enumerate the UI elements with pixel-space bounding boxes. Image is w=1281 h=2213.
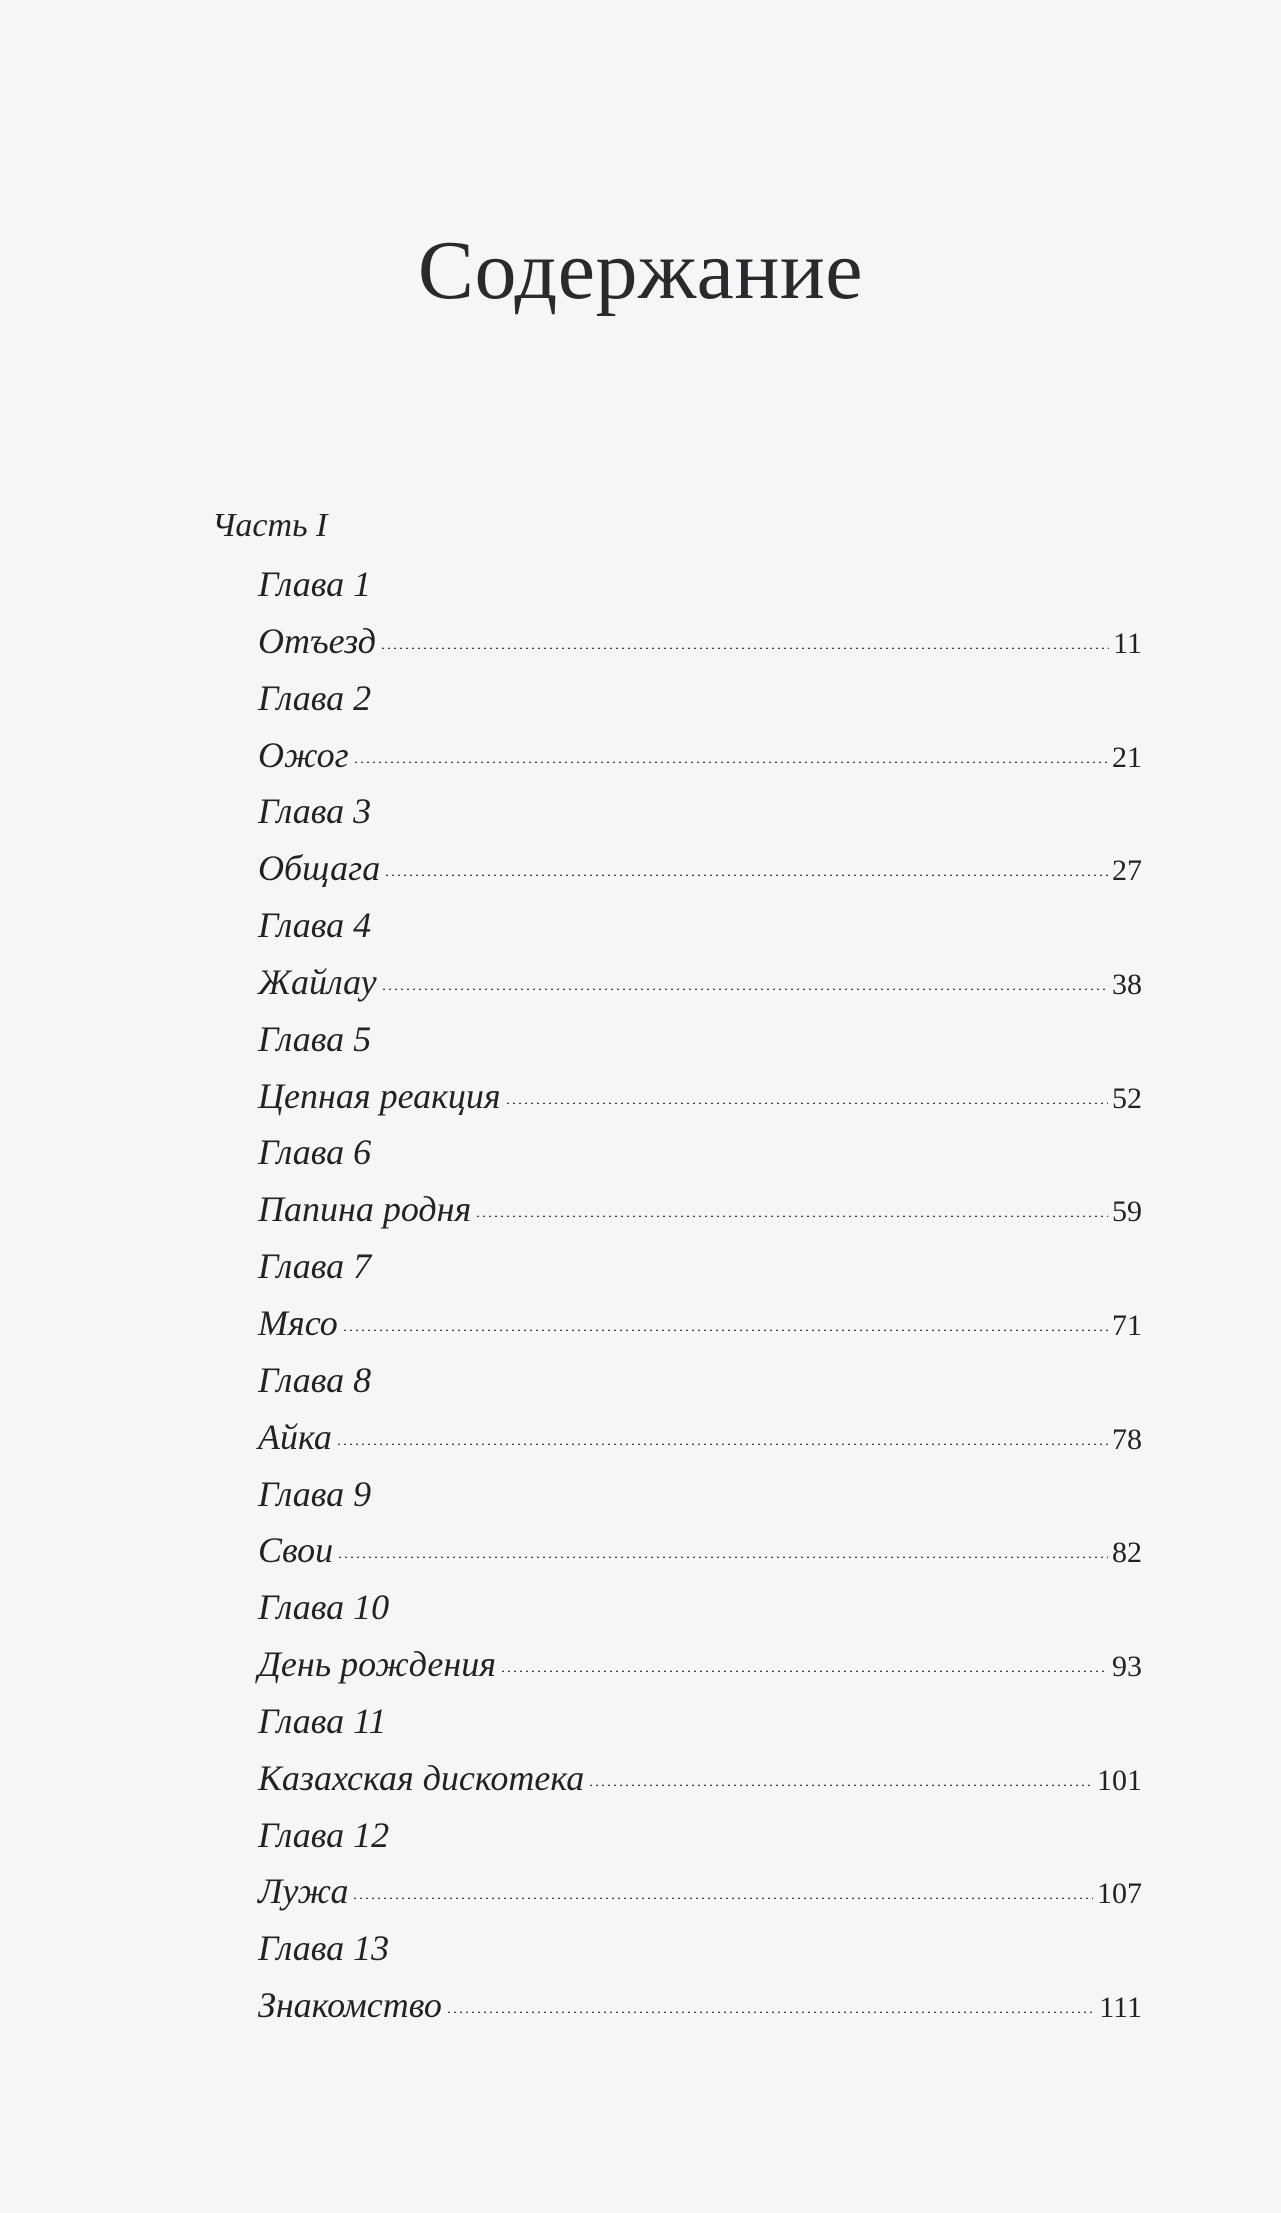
chapter-label: Глава 9 [258,1473,372,1514]
page-number: 38 [1112,967,1142,1001]
dot-leader [504,1101,1108,1104]
toc-entry: Глава 10 День рождения 93 [258,1579,1142,1693]
chapter-label: Глава 8 [258,1359,372,1400]
toc-entry: Глава 13 Знакомство 111 [258,1920,1142,2034]
chapter-row: Папина родня 59 [258,1181,1142,1238]
dot-leader [384,874,1108,877]
toc-entry: Глава 11 Казахская дискотека 101 [258,1693,1142,1807]
page-number: 59 [1112,1195,1142,1229]
page-number: 78 [1112,1422,1142,1456]
dot-leader [379,646,1110,649]
chapter-label: Глава 13 [258,1928,390,1969]
toc-entry: Глава 5 Цепная реакция 52 [258,1011,1142,1125]
chapter-label: Глава 4 [258,905,372,946]
chapter-title: Казахская дискотека [258,1757,585,1798]
chapter-title: Лужа [258,1871,349,1912]
table-of-contents: Часть I Глава 1 Отъезд 11 Глава 2 Ожог 2… [212,496,1142,2034]
page-number: 11 [1113,626,1142,660]
chapter-label: Глава 3 [258,791,372,832]
toc-entry: Глава 4 Жайлау 38 [258,897,1142,1011]
page-number: 93 [1112,1650,1142,1684]
chapter-label: Глава 7 [258,1246,372,1287]
dot-leader [335,1442,1108,1445]
chapter-label: Глава 10 [258,1587,390,1628]
chapter-list: Глава 1 Отъезд 11 Глава 2 Ожог 21 Глава … [212,556,1142,2034]
chapter-row: Казахская дискотека 101 [258,1750,1142,1807]
chapter-row: Айка 78 [258,1409,1142,1466]
chapter-title: Мясо [258,1302,338,1343]
chapter-row: Отъезд 11 [258,613,1142,670]
page-number: 71 [1112,1308,1142,1342]
chapter-label: Глава 11 [258,1700,387,1741]
page-number: 101 [1097,1763,1142,1797]
toc-entry: Глава 1 Отъезд 11 [258,556,1142,670]
toc-entry: Глава 2 Ожог 21 [258,670,1142,784]
chapter-title: Папина родня [258,1189,472,1230]
chapter-title: День рождения [258,1644,496,1685]
chapter-row: Цепная реакция 52 [258,1068,1142,1125]
chapter-label: Глава 1 [258,564,372,604]
toc-entry: Глава 7 Мясо 71 [258,1238,1142,1352]
chapter-title: Жайлау [258,961,377,1002]
toc-entry: Глава 12 Лужа 107 [258,1807,1142,1921]
page-number: 21 [1112,740,1142,774]
chapter-row: Знакомство 111 [258,1977,1142,2034]
chapter-title: Общага [258,848,381,889]
chapter-row: Мясо 71 [258,1295,1142,1352]
page-number: 107 [1097,1877,1142,1911]
toc-entry: Глава 8 Айка 78 [258,1352,1142,1466]
dot-leader [341,1328,1108,1331]
toc-entry: Глава 6 Папина родня 59 [258,1124,1142,1238]
chapter-row: Свои 82 [258,1522,1142,1579]
dot-leader [352,760,1108,763]
page-number: 82 [1112,1536,1142,1570]
toc-entry: Глава 9 Свои 82 [258,1466,1142,1580]
dot-leader [445,2011,1096,2014]
page-number: 52 [1112,1081,1142,1115]
chapter-title: Свои [258,1530,334,1571]
chapter-label: Глава 2 [258,677,372,718]
chapter-title: Цепная реакция [258,1075,501,1116]
chapter-label: Глава 5 [258,1018,372,1059]
chapter-row: Лужа 107 [258,1863,1142,1920]
dot-leader [588,1783,1093,1786]
chapter-title: Отъезд [258,620,376,661]
chapter-title: Айка [258,1416,332,1457]
dot-leader [337,1556,1108,1559]
chapter-row: Жайлау 38 [258,954,1142,1011]
chapter-title: Ожог [258,734,349,775]
chapter-row: День рождения 93 [258,1636,1142,1693]
chapter-label: Глава 6 [258,1132,372,1173]
dot-leader [475,1215,1108,1218]
chapter-row: Ожог 21 [258,727,1142,784]
chapter-row: Общага 27 [258,840,1142,897]
chapter-label: Глава 12 [258,1814,390,1855]
page-number: 111 [1099,1991,1142,2025]
chapter-title: Знакомство [258,1985,442,2026]
dot-leader [380,987,1108,990]
page-title: Содержание [417,224,864,317]
toc-entry: Глава 3 Общага 27 [258,783,1142,897]
part-heading: Часть I [212,507,328,544]
page-number: 27 [1112,854,1142,888]
dot-leader [352,1897,1093,1900]
dot-leader [499,1670,1108,1673]
